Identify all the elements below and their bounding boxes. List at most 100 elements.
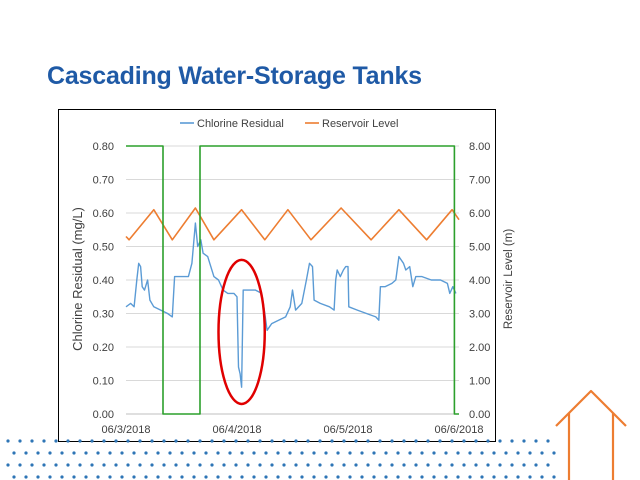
pattern-dot xyxy=(396,451,400,455)
pattern-dot xyxy=(468,451,472,455)
gridlines xyxy=(126,145,459,415)
pattern-dot xyxy=(168,475,172,479)
y-left-tick-label: 0.60 xyxy=(93,208,114,220)
house-roof xyxy=(555,389,627,427)
pattern-dot xyxy=(198,439,202,443)
pattern-dot xyxy=(48,451,52,455)
pattern-dot xyxy=(276,475,280,479)
pattern-dot xyxy=(234,463,238,467)
pattern-dot xyxy=(90,463,94,467)
pattern-dot xyxy=(192,475,196,479)
pattern-dot xyxy=(360,475,364,479)
pattern-dot xyxy=(174,463,178,467)
pattern-dot xyxy=(102,463,106,467)
pattern-dot xyxy=(462,463,466,467)
pattern-dot xyxy=(36,451,40,455)
y-right-tick-label: 4.00 xyxy=(469,275,490,287)
pattern-dot xyxy=(258,439,262,443)
series-layer xyxy=(125,145,460,415)
pattern-dot xyxy=(456,475,460,479)
x-tick-label: 06/4/2018 xyxy=(213,424,262,436)
pattern-dot xyxy=(96,475,100,479)
pattern-dot xyxy=(402,463,406,467)
pattern-dot xyxy=(294,439,298,443)
pattern-dot xyxy=(492,451,496,455)
pattern-dot xyxy=(210,439,214,443)
pattern-dot xyxy=(486,463,490,467)
pattern-dot xyxy=(252,475,256,479)
pattern-dot xyxy=(132,475,136,479)
pattern-dot xyxy=(396,475,400,479)
pattern-dot xyxy=(510,463,514,467)
pattern-dot xyxy=(150,463,154,467)
pattern-dot xyxy=(216,475,220,479)
pattern-dot xyxy=(72,451,76,455)
chart-frame xyxy=(58,109,496,442)
y-right-tick-label: 2.00 xyxy=(469,342,490,354)
pattern-dot xyxy=(252,451,256,455)
y-right-axis-title: Reservoir Level (m) xyxy=(503,229,515,329)
y-left-tick-label: 0.50 xyxy=(93,242,114,254)
x-tick-label: 06/6/2018 xyxy=(435,424,484,436)
pattern-dot xyxy=(312,475,316,479)
pattern-dot xyxy=(468,475,472,479)
y-left-tick-label: 0.70 xyxy=(93,175,114,187)
pattern-dot xyxy=(420,451,424,455)
pattern-dot xyxy=(498,439,502,443)
pattern-dot xyxy=(348,475,352,479)
pattern-dot xyxy=(294,463,298,467)
pattern-dot xyxy=(366,463,370,467)
y-left-tick-label: 0.10 xyxy=(93,376,114,388)
pattern-dot xyxy=(384,475,388,479)
pattern-dot xyxy=(96,451,100,455)
pattern-dot xyxy=(348,451,352,455)
pattern-dot xyxy=(138,439,142,443)
pattern-dot xyxy=(72,475,76,479)
pattern-dot xyxy=(54,463,58,467)
pattern-dot xyxy=(60,451,64,455)
pattern-dot xyxy=(144,451,148,455)
y-right-tick-label: 0.00 xyxy=(469,409,490,421)
pattern-dot xyxy=(108,451,112,455)
y-left-tick-label: 0.30 xyxy=(93,309,114,321)
pattern-dot xyxy=(84,451,88,455)
pattern-dot xyxy=(114,439,118,443)
pattern-dot xyxy=(336,451,340,455)
pattern-dot xyxy=(372,451,376,455)
pattern-dot xyxy=(186,463,190,467)
pattern-dot xyxy=(288,451,292,455)
pattern-dot xyxy=(354,439,358,443)
pattern-dot xyxy=(84,475,88,479)
pattern-dot xyxy=(228,451,232,455)
pattern-dot xyxy=(192,451,196,455)
pattern-dot xyxy=(282,463,286,467)
pattern-dot xyxy=(402,439,406,443)
pattern-dot xyxy=(516,451,520,455)
pattern-dot xyxy=(222,439,226,443)
pattern-dot xyxy=(432,475,436,479)
pattern-dot xyxy=(456,451,460,455)
pattern-dot xyxy=(258,463,262,467)
pattern-dot xyxy=(540,475,544,479)
pattern-dot xyxy=(450,463,454,467)
pattern-dot xyxy=(270,439,274,443)
pattern-dot xyxy=(342,463,346,467)
pattern-dot xyxy=(516,475,520,479)
pattern-dot xyxy=(60,475,64,479)
pattern-dot xyxy=(318,439,322,443)
pattern-dot xyxy=(126,439,130,443)
pattern-dot xyxy=(180,475,184,479)
pattern-dot xyxy=(360,451,364,455)
pattern-dot xyxy=(492,475,496,479)
pattern-dot xyxy=(372,475,376,479)
pattern-dot xyxy=(450,439,454,443)
x-tick-label: 06/3/2018 xyxy=(102,424,151,436)
pump-status-line xyxy=(126,145,459,415)
pattern-dot xyxy=(432,451,436,455)
pattern-dot xyxy=(174,439,178,443)
pattern-dot xyxy=(198,463,202,467)
pattern-dot xyxy=(444,475,448,479)
pattern-dot xyxy=(156,475,160,479)
pattern-dot xyxy=(378,439,382,443)
pattern-dot xyxy=(474,463,478,467)
